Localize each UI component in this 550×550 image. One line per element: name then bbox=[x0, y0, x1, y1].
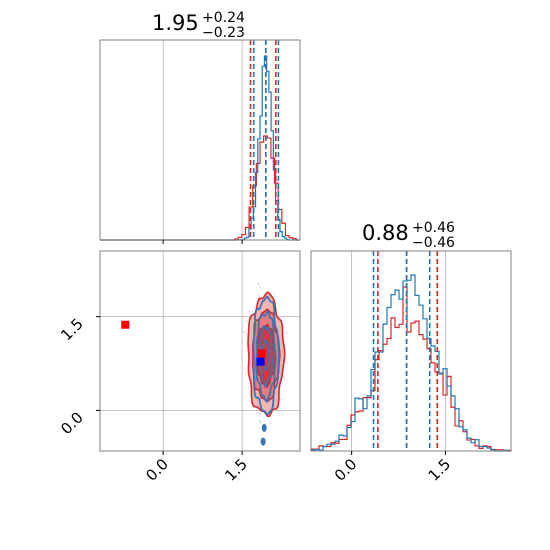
scatter-point bbox=[282, 375, 285, 378]
title-param-1-plus: +0.24 bbox=[202, 10, 245, 26]
contour-blue-tail-1 bbox=[260, 437, 266, 446]
hist-p1-red bbox=[100, 135, 300, 241]
hist-p2-blue bbox=[310, 274, 511, 452]
scatter-point bbox=[256, 411, 259, 414]
marker-red-outlier bbox=[121, 320, 130, 329]
marker-red bbox=[257, 349, 266, 358]
xtick-label-p2-1: 1.5 bbox=[425, 455, 455, 485]
scatter-point bbox=[243, 367, 246, 370]
title-param-2-value: 0.88 bbox=[362, 221, 409, 245]
scatter-point bbox=[269, 422, 272, 425]
scatter-point bbox=[243, 331, 246, 333]
panel-param-1-histogram bbox=[99, 39, 301, 244]
xtick-label-p1-0: 0.0 bbox=[142, 455, 172, 485]
contour-blue-1 bbox=[255, 309, 277, 403]
scatter-point bbox=[286, 361, 289, 364]
scatter-point bbox=[258, 412, 261, 415]
contour-blue-tail-0 bbox=[261, 423, 267, 432]
title-param-2-plus: +0.46 bbox=[412, 220, 455, 236]
scatter-point bbox=[259, 421, 262, 424]
xtick-label-p1-1: 1.5 bbox=[221, 455, 251, 485]
scatter-point bbox=[258, 419, 261, 422]
scatter-point bbox=[257, 283, 260, 285]
marker-blue bbox=[256, 357, 265, 366]
scatter-point bbox=[246, 333, 248, 336]
scatter-point bbox=[285, 332, 288, 334]
ytick-label-p2-1: 1.5 bbox=[57, 315, 87, 345]
title-param-1-value: 1.95 bbox=[152, 11, 199, 35]
contour-blue-0 bbox=[252, 295, 280, 416]
panel-2d-density bbox=[96, 250, 301, 455]
p11-frame bbox=[99, 39, 301, 241]
p22-frame bbox=[310, 250, 512, 452]
hist-p1-blue bbox=[100, 55, 300, 241]
title-param-1-minus: −0.23 bbox=[202, 25, 245, 41]
scatter-point bbox=[253, 307, 256, 310]
hist-p2-red bbox=[310, 286, 512, 451]
scatter-point bbox=[273, 293, 276, 295]
title-param-1: 1.95 +0.24 −0.23 bbox=[152, 10, 245, 41]
panel-param-2-histogram bbox=[310, 250, 512, 455]
scatter-point bbox=[283, 377, 286, 380]
scatter-point bbox=[259, 286, 261, 289]
title-param-2: 0.88 +0.46 −0.46 bbox=[362, 220, 455, 251]
ytick-label-p2-0: 0.0 bbox=[57, 408, 87, 438]
scatter-point bbox=[280, 398, 283, 401]
scatter-point bbox=[248, 310, 251, 313]
scatter-point bbox=[259, 413, 262, 416]
p21-frame bbox=[99, 250, 301, 452]
scatter-point bbox=[282, 413, 284, 415]
scatter-point bbox=[258, 293, 260, 296]
scatter-point bbox=[246, 320, 248, 322]
title-param-2-minus: −0.46 bbox=[412, 235, 455, 251]
xtick-label-p2-0: 0.0 bbox=[331, 455, 361, 485]
